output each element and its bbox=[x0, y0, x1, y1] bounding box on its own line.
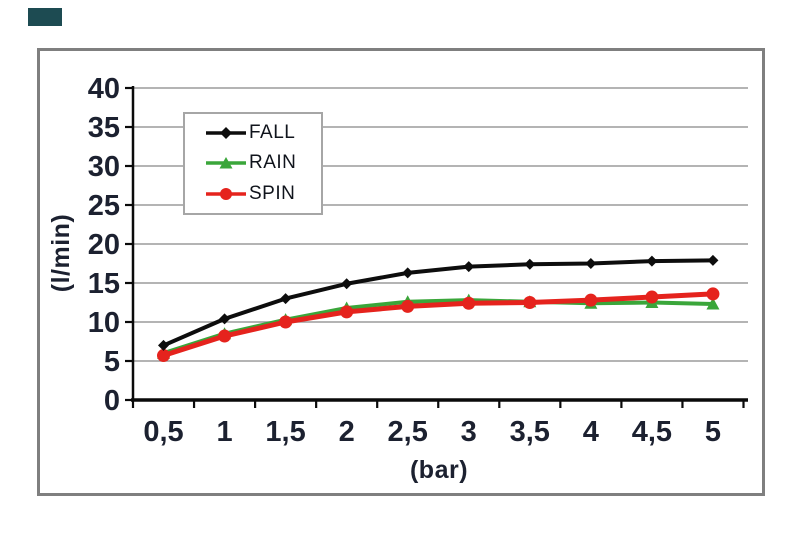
marker-spin-0 bbox=[157, 349, 170, 363]
legend-item-spin: SPIN bbox=[203, 183, 319, 205]
x-tick-label: 5 bbox=[705, 416, 721, 448]
marker-spin-2 bbox=[279, 315, 293, 329]
marker-fall-7 bbox=[585, 258, 597, 269]
marker-fall-2 bbox=[280, 293, 292, 305]
x-tick-label: 3,5 bbox=[510, 416, 550, 448]
marker-fall-5 bbox=[463, 261, 475, 273]
x-axis-title: (bar) bbox=[409, 456, 469, 484]
fall-legend-diamond bbox=[220, 127, 232, 140]
y-tick-label: 40 bbox=[88, 73, 120, 105]
series-line-rain bbox=[161, 298, 715, 356]
spin-circle-marker-icon bbox=[206, 187, 246, 200]
legend-label-fall: FALL bbox=[249, 122, 296, 144]
legend-label-spin: SPIN bbox=[249, 182, 296, 204]
marker-spin-7 bbox=[584, 293, 598, 307]
marker-fall-3 bbox=[341, 278, 353, 290]
rain-triangle-marker-icon bbox=[206, 157, 246, 169]
spin-legend-circle bbox=[220, 187, 232, 200]
marker-spin-1 bbox=[218, 329, 232, 343]
x-tick-label: 3 bbox=[461, 416, 477, 448]
marker-fall-1 bbox=[219, 313, 231, 325]
x-tick-label: 2,5 bbox=[388, 416, 428, 448]
marker-spin-9 bbox=[706, 287, 720, 301]
marker-spin-5 bbox=[462, 296, 476, 310]
marker-fall-4 bbox=[402, 267, 414, 279]
x-tick-label: 4,5 bbox=[632, 416, 672, 448]
legend-item-fall: FALL bbox=[203, 122, 319, 144]
y-tick-label: 0 bbox=[104, 385, 120, 417]
chart-legend: FALL RAIN SPIN bbox=[183, 112, 323, 215]
fall-diamond-marker-icon bbox=[206, 127, 246, 140]
y-tick-label: 20 bbox=[88, 229, 120, 261]
series-line-fall bbox=[161, 258, 715, 348]
marker-fall-9 bbox=[707, 254, 719, 266]
legend-item-rain: RAIN bbox=[203, 152, 319, 174]
marker-fall-0 bbox=[158, 339, 169, 351]
marker-spin-8 bbox=[645, 290, 659, 304]
marker-rain-9 bbox=[706, 297, 720, 310]
y-tick-label: 30 bbox=[88, 151, 120, 183]
x-tick-label: 4 bbox=[583, 416, 599, 448]
rain-legend-triangle bbox=[219, 157, 233, 169]
y-tick-label: 10 bbox=[88, 307, 120, 339]
chart-frame bbox=[37, 48, 765, 496]
x-tick-label: 1 bbox=[216, 416, 232, 448]
marker-spin-4 bbox=[401, 299, 415, 313]
series-line-spin bbox=[161, 291, 716, 359]
y-tick-label: 25 bbox=[88, 190, 120, 222]
y-tick-label: 5 bbox=[104, 346, 120, 378]
marker-spin-6 bbox=[523, 296, 537, 309]
x-tick-label: 2 bbox=[339, 416, 355, 448]
marker-spin-3 bbox=[340, 305, 354, 319]
y-tick-label: 15 bbox=[88, 268, 120, 300]
x-tick-label: 0,5 bbox=[143, 416, 183, 448]
marker-fall-8 bbox=[646, 255, 658, 267]
marker-fall-6 bbox=[524, 258, 536, 270]
x-tick-label: 1,5 bbox=[265, 416, 305, 448]
y-tick-label: 35 bbox=[88, 112, 120, 144]
legend-label-rain: RAIN bbox=[249, 152, 297, 174]
y-axis-title: (l/min) bbox=[47, 213, 75, 293]
teal-corner-box bbox=[28, 8, 62, 26]
